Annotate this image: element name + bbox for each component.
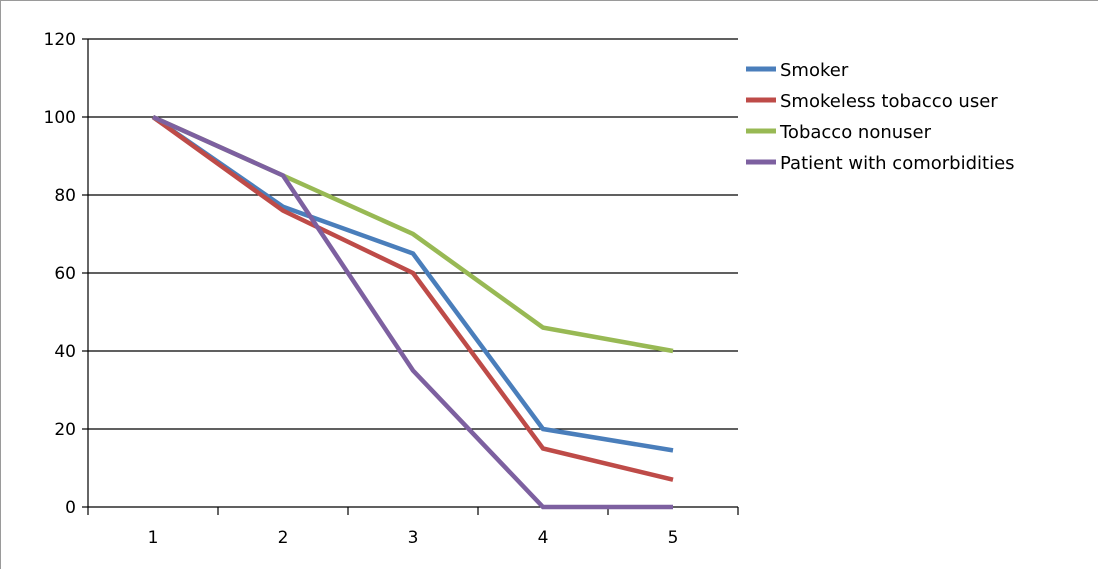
y-tick-label: 80 — [54, 186, 76, 206]
y-tick-label: 20 — [54, 420, 76, 440]
y-tick-label: 0 — [65, 498, 76, 518]
series-line-patient-with-comorbidities — [152, 114, 673, 510]
legend-label-patient-with-comorbidities: Patient with comorbidities — [780, 153, 1015, 174]
y-tick-label: 120 — [44, 30, 76, 50]
x-tick-label: 5 — [668, 528, 679, 548]
axes: 0 20 40 60 80 100 120 1 2 3 4 5 — [44, 30, 739, 548]
legend: Smoker Smokeless tobacco user Tobacco nonu… — [746, 60, 1015, 174]
legend-label-smoker: Smoker — [780, 60, 849, 81]
series-line-smokeless-tobacco-user — [151, 115, 674, 482]
x-tick-label: 2 — [278, 528, 289, 548]
series-lines — [151, 114, 674, 510]
y-tick-label: 100 — [44, 108, 76, 128]
series-line-smoker — [151, 115, 674, 453]
y-tick-label: 60 — [54, 264, 76, 284]
legend-label-tobacco-nonuser: Tobacco nonuser — [779, 122, 932, 143]
x-tick-label: 4 — [538, 528, 549, 548]
legend-label-smokeless-tobacco-user: Smokeless tobacco user — [780, 91, 998, 112]
y-tick-label: 40 — [54, 342, 76, 362]
x-tick-label: 1 — [148, 528, 159, 548]
x-tick-label: 3 — [408, 528, 419, 548]
